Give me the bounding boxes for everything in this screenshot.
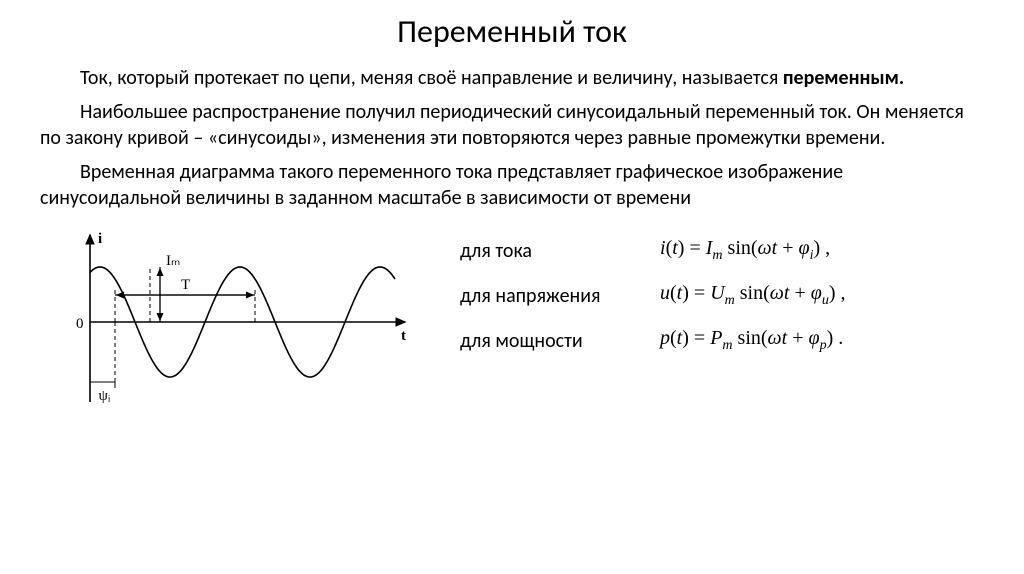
- svg-text:T: T: [181, 277, 190, 293]
- equation-row-0: для токаi(t) = Im sin(ωt + φi) ,: [460, 237, 984, 264]
- p1-bold: переменным.: [783, 66, 904, 90]
- equation-row-1: для напряженияu(t) = Um sin(ωt + φu) ,: [460, 282, 984, 309]
- equation-label: для напряжения: [460, 284, 660, 308]
- svg-text:Iₘ: Iₘ: [166, 253, 180, 269]
- p1-text: Ток, который протекает по цепи, меняя св…: [80, 66, 783, 90]
- sine-chart: i t 0 IₘTψᵢ: [60, 227, 420, 417]
- svg-text:t: t: [401, 328, 406, 344]
- svg-text:ψᵢ: ψᵢ: [99, 388, 111, 404]
- equation-row-2: для мощностиp(t) = Pm sin(ωt + φp) .: [460, 327, 984, 354]
- equation-label: для тока: [460, 239, 660, 263]
- svg-text:i: i: [98, 231, 102, 247]
- page-title: Переменный ток: [40, 12, 984, 51]
- content-row: i t 0 IₘTψᵢ для токаi(t) = Im sin(ωt + φi) …: [40, 219, 984, 417]
- paragraph-1: Ток, который протекает по цепи, меняя св…: [40, 65, 984, 91]
- equation-formula: i(t) = Im sin(ωt + φi) ,: [660, 237, 830, 264]
- equations-column: для токаi(t) = Im sin(ωt + φi) ,для напр…: [440, 219, 984, 417]
- svg-text:0: 0: [76, 316, 84, 332]
- paragraph-3: Временная диаграмма такого переменного т…: [40, 159, 984, 211]
- chart-column: i t 0 IₘTψᵢ: [40, 219, 440, 417]
- equation-formula: u(t) = Um sin(ωt + φu) ,: [660, 282, 845, 309]
- paragraph-2: Наибольшее распространение получил перио…: [40, 99, 984, 151]
- equation-label: для мощности: [460, 329, 660, 353]
- equation-formula: p(t) = Pm sin(ωt + φp) .: [660, 327, 843, 354]
